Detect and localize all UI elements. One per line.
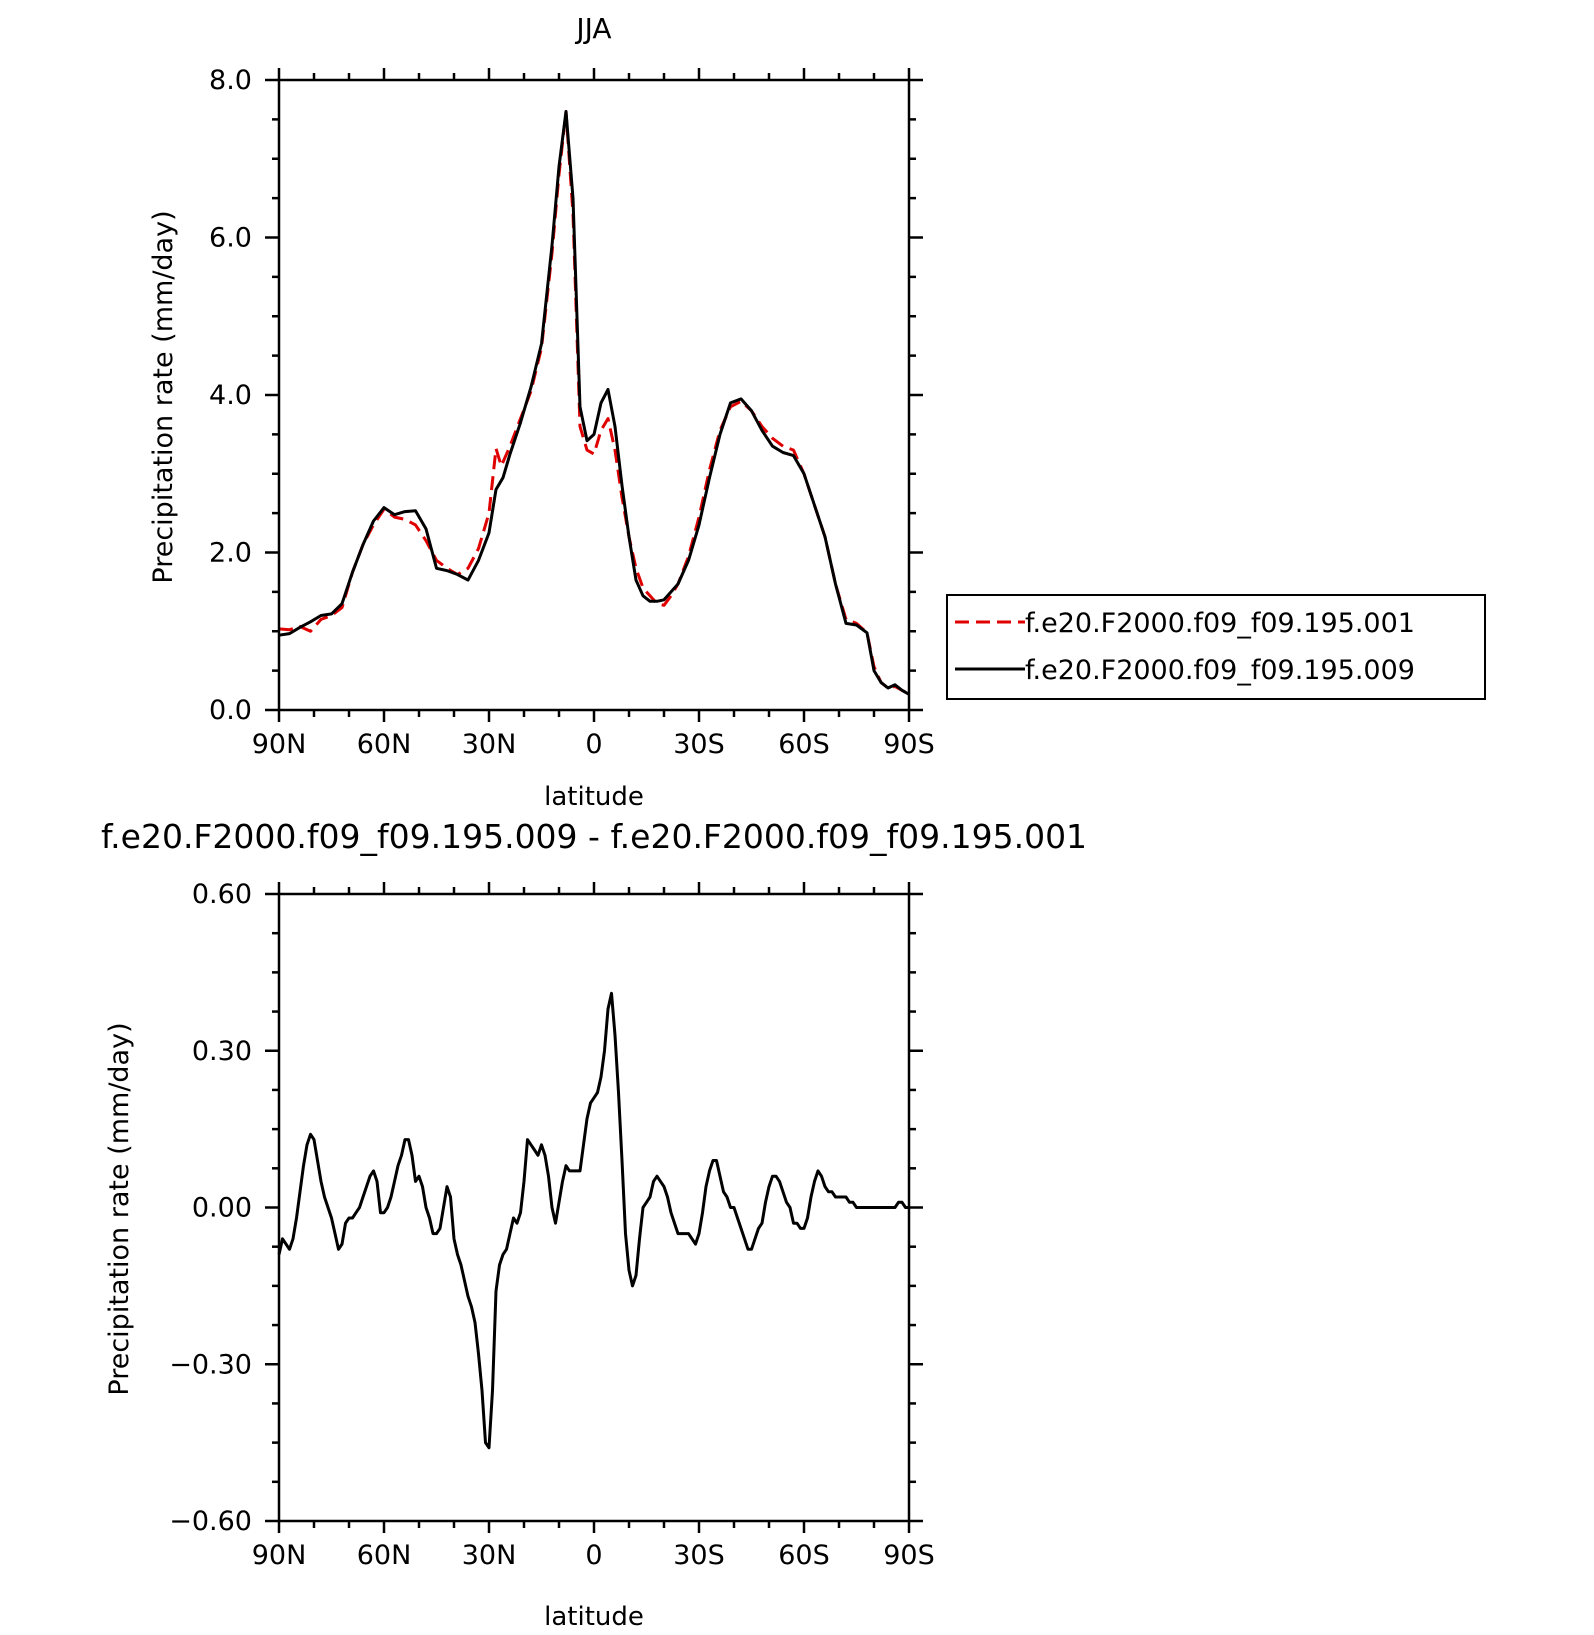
bottom-chart-title: f.e20.F2000.f09_f09.195.009 - f.e20.F200…	[101, 817, 1087, 856]
x-tick-label: 90S	[883, 1540, 935, 1571]
y-tick-label: −0.30	[169, 1349, 252, 1380]
x-tick-label: 0	[585, 729, 602, 760]
top-chart-series	[278, 110, 910, 696]
bottom-chart-series	[277, 991, 909, 1450]
x-tick-label: 30N	[462, 1540, 517, 1571]
y-tick-label: 4.0	[209, 380, 252, 411]
x-tick-label: 90N	[252, 1540, 307, 1571]
bottom-chart-x-axis-label: latitude	[544, 1602, 644, 1632]
top-chart-title: JJA	[574, 12, 611, 45]
x-tick-label: 30S	[673, 729, 725, 760]
y-tick-label: −0.60	[169, 1506, 252, 1537]
x-tick-label: 30N	[462, 729, 517, 760]
bottom-chart-ticks: 90N 60N 30N 0 30S 60S 90S −0.60 −0.30 0.00 0.30 0.6…	[169, 879, 935, 1571]
legend-entry-001: f.e20.F2000.f09_f09.195.001	[1025, 608, 1415, 639]
y-tick-label: 2.0	[209, 538, 252, 569]
x-tick-label: 90N	[252, 729, 307, 760]
top-chart-x-axis-label: latitude	[544, 782, 644, 812]
y-tick-label: 8.0	[209, 65, 252, 96]
series-line-1	[278, 110, 910, 696]
series-line-0	[278, 110, 910, 696]
y-tick-label: 6.0	[209, 223, 252, 254]
x-tick-label: 60S	[778, 729, 830, 760]
x-tick-label: 60S	[778, 1540, 830, 1571]
x-tick-label: 60N	[357, 1540, 412, 1571]
bottom-chart-y-axis-label: Precipitation rate (mm/day)	[104, 1022, 135, 1395]
top-chart: JJA latitude Precipitation rate (mm/day)…	[148, 12, 935, 812]
legend-box	[946, 594, 1486, 700]
x-tick-label: 30S	[673, 1540, 725, 1571]
legend-entry-009: f.e20.F2000.f09_f09.195.009	[1025, 655, 1415, 686]
top-chart-ticks: 90N 60N 30N 0 30S 60S 90S 0.0 2.0 4.0 6.0 8.0	[209, 65, 935, 760]
y-tick-label: 0.30	[192, 1036, 252, 1067]
top-chart-y-axis-label: Precipitation rate (mm/day)	[148, 210, 179, 583]
series-line-0	[277, 991, 909, 1450]
bottom-chart-plot-frame	[277, 892, 911, 1523]
top-chart-plot-frame	[277, 78, 911, 712]
y-tick-label: 0.0	[209, 695, 252, 726]
y-tick-label: 0.00	[192, 1193, 252, 1224]
x-tick-label: 60N	[357, 729, 412, 760]
y-tick-label: 0.60	[192, 879, 252, 910]
top-chart-legend: f.e20.F2000.f09_f09.195.001 f.e20.F2000.…	[946, 594, 1486, 700]
x-tick-label: 90S	[883, 729, 935, 760]
x-tick-label: 0	[585, 1540, 602, 1571]
bottom-chart: f.e20.F2000.f09_f09.195.009 - f.e20.F200…	[101, 817, 1087, 1632]
